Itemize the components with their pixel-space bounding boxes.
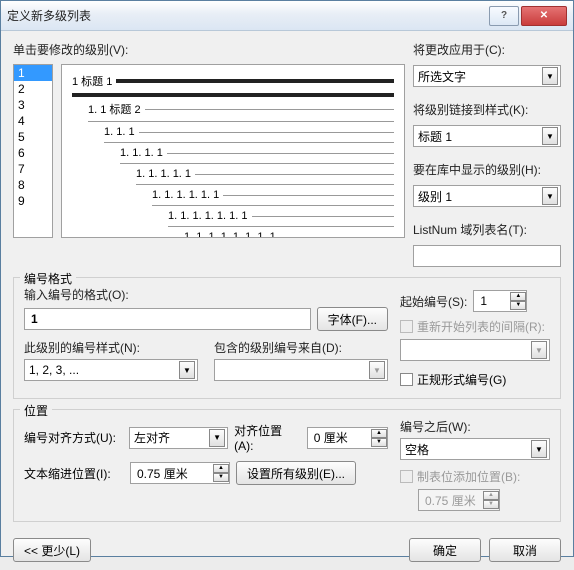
spin-down-icon: ▼ <box>483 500 499 509</box>
chevron-down-icon: ▼ <box>369 361 385 379</box>
preview-row: 1. 1 标题 2 <box>72 101 394 117</box>
chevron-down-icon: ▼ <box>531 341 547 359</box>
level-item-4[interactable]: 4 <box>14 113 52 129</box>
preview-panel: 1 标题 1 1. 1 标题 2 1. 1. 1 1. 1. 1. 1 1. 1. 1.… <box>61 64 405 238</box>
level-item-5[interactable]: 5 <box>14 129 52 145</box>
spin-up-icon[interactable]: ▲ <box>510 292 526 301</box>
preview-row: 1. 1. 1. 1. 1. 1 <box>72 189 394 201</box>
enter-format-label: 输入编号的格式(O): <box>24 286 388 303</box>
titlebar: 定义新多级列表 ? ✕ <box>1 1 573 31</box>
right-column: 将更改应用于(C): 所选文字▼ 将级别链接到样式(K): 标题 1▼ 要在库中… <box>413 41 561 267</box>
preview-row: 1. 1. 1. 1. 1 <box>72 168 394 180</box>
ok-button[interactable]: 确定 <box>409 538 481 562</box>
listnum-input[interactable] <box>413 245 561 267</box>
level-item-9[interactable]: 9 <box>14 193 52 209</box>
set-all-levels-button[interactable]: 设置所有级别(E)... <box>236 461 356 485</box>
number-format-legend: 编号格式 <box>20 270 76 287</box>
level-item-2[interactable]: 2 <box>14 81 52 97</box>
position-group: 位置 编号对齐方式(U): 左对齐▼ 对齐位置(A): ▲▼ 文本缩进位置(I)… <box>13 409 561 522</box>
align-label: 编号对齐方式(U): <box>24 429 123 446</box>
aligned-at-input[interactable]: ▲▼ <box>307 427 388 449</box>
level-item-8[interactable]: 8 <box>14 177 52 193</box>
gallery-level-combo[interactable]: 级别 1▼ <box>413 185 561 207</box>
font-button[interactable]: 字体(F)... <box>317 307 388 331</box>
listnum-label: ListNum 域列表名(T): <box>413 221 561 238</box>
tab-stop-checkbox: 制表位添加位置(B): <box>400 468 550 485</box>
dialog-footer: << 更少(L) 确定 取消 <box>1 530 573 570</box>
preview-row: 1 标题 1 <box>72 73 394 89</box>
apply-to-combo[interactable]: 所选文字▼ <box>413 65 561 87</box>
dialog-window: 定义新多级列表 ? ✕ 单击要修改的级别(V): 123456789 1 标题 … <box>0 0 574 557</box>
text-indent-label: 文本缩进位置(I): <box>24 465 124 482</box>
chevron-down-icon: ▼ <box>542 127 558 145</box>
preview-row: 1. 1. 1. 1. 1. 1. 1 <box>72 210 394 222</box>
spin-up-icon[interactable]: ▲ <box>371 429 387 438</box>
window-buttons: ? ✕ <box>487 6 567 26</box>
legal-checkbox[interactable]: 正规形式编号(G) <box>400 371 550 388</box>
dialog-body: 单击要修改的级别(V): 123456789 1 标题 1 1. 1 标题 2 1.… <box>1 31 573 530</box>
spin-up-icon[interactable]: ▲ <box>213 464 229 473</box>
less-button[interactable]: << 更少(L) <box>13 538 91 562</box>
close-button[interactable]: ✕ <box>521 6 567 26</box>
start-at-label: 起始编号(S): <box>400 293 467 310</box>
preview-row: 1. 1. 1 <box>72 126 394 138</box>
position-legend: 位置 <box>20 402 52 419</box>
chevron-down-icon: ▼ <box>209 429 225 447</box>
chevron-down-icon: ▼ <box>542 187 558 205</box>
spin-up-icon: ▲ <box>483 491 499 500</box>
level-list[interactable]: 123456789 <box>13 64 53 238</box>
follow-label: 编号之后(W): <box>400 418 550 435</box>
enter-format-input[interactable] <box>24 308 311 330</box>
click-level-label: 单击要修改的级别(V): <box>13 41 405 58</box>
level-item-3[interactable]: 3 <box>14 97 52 113</box>
number-style-label: 此级别的编号样式(N): <box>24 339 198 356</box>
number-format-group: 编号格式 输入编号的格式(O): 字体(F)... 此级别的编号样式(N): 1… <box>13 277 561 399</box>
level-item-6[interactable]: 6 <box>14 145 52 161</box>
chevron-down-icon: ▼ <box>531 440 547 458</box>
preview-row: 1. 1. 1. 1. 1. 1. 1. 1 <box>72 231 394 238</box>
left-area: 单击要修改的级别(V): 123456789 1 标题 1 1. 1 标题 2 1.… <box>13 41 405 267</box>
number-style-combo[interactable]: 1, 2, 3, ...▼ <box>24 359 198 381</box>
link-style-combo[interactable]: 标题 1▼ <box>413 125 561 147</box>
follow-combo[interactable]: 空格▼ <box>400 438 550 460</box>
level-item-7[interactable]: 7 <box>14 161 52 177</box>
tab-stop-input: ▲▼ <box>418 489 500 511</box>
aligned-at-label: 对齐位置(A): <box>234 422 301 453</box>
restart-combo: ▼ <box>400 339 550 361</box>
start-at-input[interactable]: ▲▼ <box>473 290 527 312</box>
include-from-combo: ▼ <box>214 359 388 381</box>
include-from-label: 包含的级别编号来自(D): <box>214 339 388 356</box>
help-button[interactable]: ? <box>489 6 519 26</box>
restart-checkbox: 重新开始列表的间隔(R): <box>400 318 550 335</box>
window-title: 定义新多级列表 <box>7 7 487 24</box>
align-combo[interactable]: 左对齐▼ <box>129 427 228 449</box>
gallery-level-label: 要在库中显示的级别(H): <box>413 161 561 178</box>
apply-to-label: 将更改应用于(C): <box>413 41 561 58</box>
spin-down-icon[interactable]: ▼ <box>510 301 526 310</box>
chevron-down-icon: ▼ <box>179 361 195 379</box>
level-item-1[interactable]: 1 <box>14 65 52 81</box>
cancel-button[interactable]: 取消 <box>489 538 561 562</box>
chevron-down-icon: ▼ <box>542 67 558 85</box>
link-style-label: 将级别链接到样式(K): <box>413 101 561 118</box>
level-list-col: 123456789 <box>13 64 53 267</box>
preview-row: 1. 1. 1. 1 <box>72 147 394 159</box>
text-indent-input[interactable]: ▲▼ <box>130 462 230 484</box>
spin-down-icon[interactable]: ▼ <box>371 438 387 447</box>
top-row: 单击要修改的级别(V): 123456789 1 标题 1 1. 1 标题 2 1.… <box>13 41 561 267</box>
spin-down-icon[interactable]: ▼ <box>213 473 229 482</box>
